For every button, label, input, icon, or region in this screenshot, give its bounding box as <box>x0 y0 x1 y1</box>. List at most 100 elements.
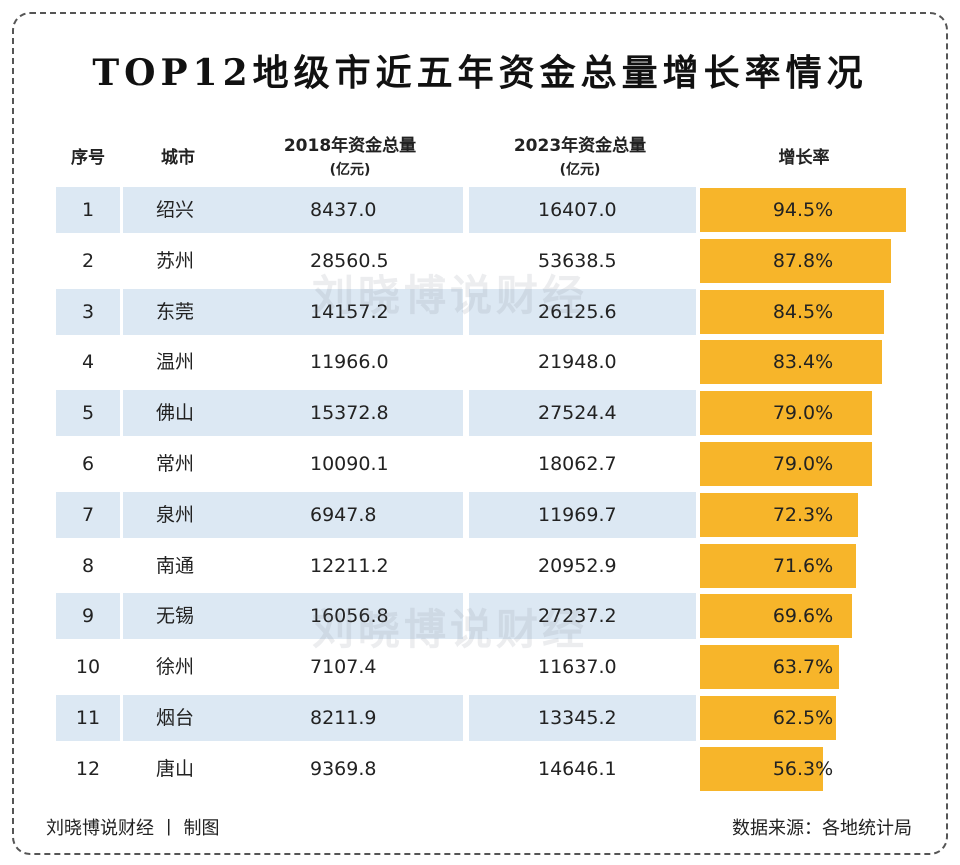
footer-source: 数据来源：各地统计局 <box>732 818 912 839</box>
cell-2023: 11969.7 <box>538 503 617 526</box>
header-index: 序号 <box>71 148 105 168</box>
cell-index: 12 <box>75 757 101 780</box>
cell-city: 东莞 <box>156 300 195 323</box>
footer-credit: 刘晓博说财经 丨 制图 <box>46 818 220 839</box>
rate-label: 63.7% <box>772 656 834 679</box>
cell-index: 8 <box>81 554 95 577</box>
cell-city: 绍兴 <box>156 199 195 221</box>
cell-city: 佛山 <box>156 402 195 425</box>
rate-label: 56.3% <box>772 757 834 780</box>
row-band <box>469 491 696 538</box>
dashed-frame <box>12 12 948 855</box>
row-band <box>469 695 696 741</box>
rate-bar <box>700 746 823 791</box>
cell-index: 4 <box>81 351 95 374</box>
cell-2018: 16056.8 <box>310 605 389 628</box>
cell-2023: 18062.7 <box>538 453 617 475</box>
cell-2018: 28560.5 <box>310 249 389 272</box>
rate-bar <box>700 391 873 436</box>
row-band <box>123 593 463 640</box>
rate-label: 84.5% <box>772 300 834 323</box>
row-band <box>56 593 120 640</box>
cell-2023: 20952.9 <box>538 554 617 577</box>
cell-city: 无锡 <box>156 605 195 628</box>
rate-bar <box>700 492 858 537</box>
rate-bar <box>700 696 837 740</box>
table-row: 5 佛山 15372.8 27524.4 79.0% <box>56 390 906 437</box>
cell-2018: 8437.0 <box>310 199 377 221</box>
row-band <box>123 288 463 335</box>
rate-label: 62.5% <box>772 707 834 729</box>
row-band <box>123 390 463 437</box>
cell-2018: 10090.1 <box>310 453 389 475</box>
header-rate: 增长率 <box>778 148 830 168</box>
cell-index: 6 <box>81 453 95 475</box>
cell-2023: 13345.2 <box>538 707 617 729</box>
table-row: 3 东莞 14157.2 26125.6 84.5% <box>56 288 906 335</box>
cell-2018: 15372.8 <box>310 402 389 425</box>
table-row: 9 无锡 16056.8 27237.2 69.6% <box>56 593 906 640</box>
row-band <box>123 187 463 233</box>
rate-label: 71.6% <box>772 554 834 577</box>
header-2018-unit: (亿元) <box>329 162 371 178</box>
row-band <box>56 491 120 538</box>
cell-city: 南通 <box>156 554 195 577</box>
rate-bar <box>700 238 892 283</box>
cell-2023: 27524.4 <box>538 402 617 425</box>
row-band <box>123 695 463 741</box>
chart-title: TOP12地级市近五年资金总量增长率情况 <box>92 52 868 94</box>
cell-2023: 11637.0 <box>538 656 617 679</box>
cell-2023: 14646.1 <box>538 757 617 780</box>
cell-2018: 11966.0 <box>310 351 389 374</box>
row-band <box>123 491 463 538</box>
cell-index: 5 <box>81 402 95 425</box>
table-row: 2 苏州 28560.5 53638.5 87.8% <box>56 238 906 284</box>
row-band <box>469 390 696 437</box>
rate-label: 94.5% <box>772 199 834 221</box>
table-row: 1 绍兴 8437.0 16407.0 94.5% <box>56 187 906 233</box>
cell-index: 7 <box>81 503 95 526</box>
cell-2018: 9369.8 <box>310 757 377 780</box>
header-2018-label: 2018年资金总量 <box>283 136 417 156</box>
watermark-top: 刘晓博说财经 <box>312 271 589 320</box>
cell-index: 2 <box>81 249 95 272</box>
rate-bar <box>700 289 885 334</box>
cell-2018: 14157.2 <box>310 300 389 323</box>
cell-city: 苏州 <box>156 249 195 272</box>
row-band <box>469 288 696 335</box>
row-band <box>56 288 120 335</box>
row-band <box>56 187 120 233</box>
cell-city: 徐州 <box>156 656 195 679</box>
cell-2018: 12211.2 <box>310 554 389 577</box>
row-band <box>56 695 120 741</box>
rate-label: 87.8% <box>772 249 834 272</box>
row-band <box>56 390 120 437</box>
cell-city: 常州 <box>156 453 195 475</box>
cell-index: 1 <box>81 199 95 221</box>
rate-bar <box>700 543 857 588</box>
rate-label: 83.4% <box>772 351 834 374</box>
rate-label: 72.3% <box>772 503 834 526</box>
header-2023-unit: (亿元) <box>559 162 601 178</box>
table-row: 7 泉州 6947.8 11969.7 72.3% <box>56 491 906 538</box>
cell-2018: 7107.4 <box>310 656 377 679</box>
cell-2023: 27237.2 <box>538 605 617 628</box>
table-row: 4 温州 11966.0 21948.0 83.4% <box>56 339 906 385</box>
header-city: 城市 <box>161 148 195 168</box>
rate-bar <box>700 442 873 486</box>
rate-label: 69.6% <box>772 605 834 628</box>
cell-2018: 6947.8 <box>310 503 377 526</box>
cell-index: 11 <box>75 707 101 729</box>
cell-city: 泉州 <box>156 503 195 526</box>
row-band <box>469 187 696 233</box>
cell-2023: 26125.6 <box>538 300 617 323</box>
cell-index: 3 <box>81 300 95 323</box>
cell-city: 烟台 <box>156 707 195 729</box>
header-2023: 2023年资金总量 (亿元) <box>480 134 680 182</box>
rate-label: 79.0% <box>772 453 834 475</box>
cell-2023: 21948.0 <box>538 351 617 374</box>
cell-city: 温州 <box>156 351 195 374</box>
watermark-bottom: 刘晓博说财经 <box>312 605 589 654</box>
rate-bar <box>700 188 906 232</box>
rate-bar <box>700 594 852 639</box>
